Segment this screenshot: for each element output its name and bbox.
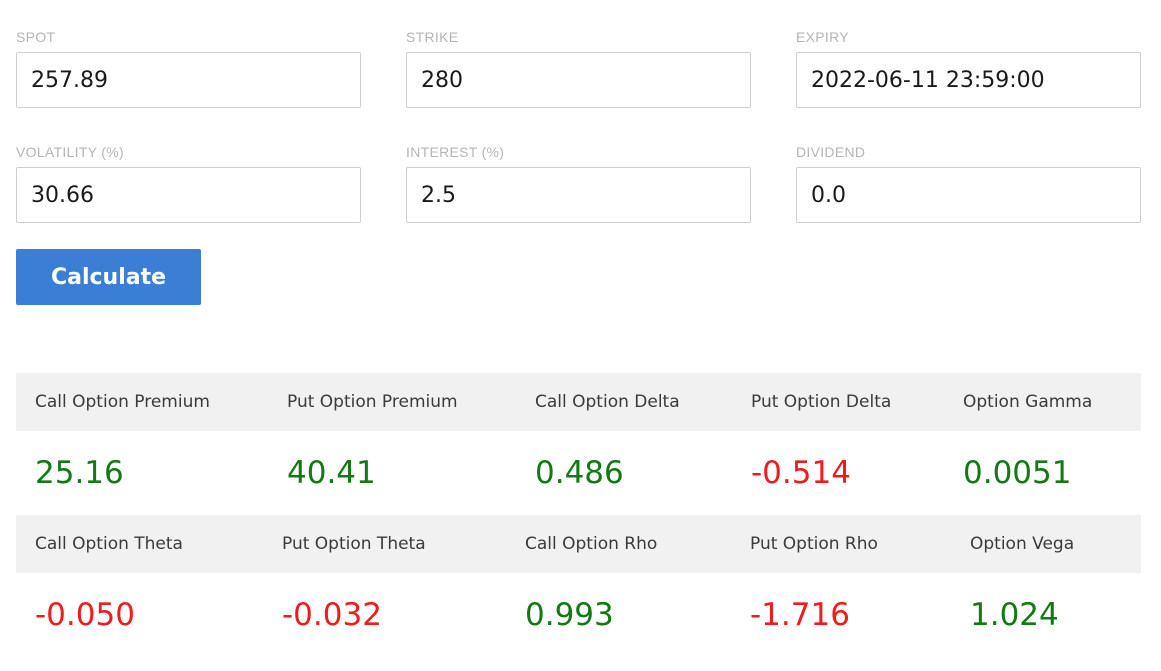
call-delta-label: Call Option Delta <box>535 392 680 412</box>
call-premium-value: 25.16 <box>35 455 124 491</box>
call-theta-label: Call Option Theta <box>35 534 183 554</box>
call-rho-label: Call Option Rho <box>525 534 658 554</box>
gamma-label: Option Gamma <box>963 392 1093 412</box>
expiry-input[interactable] <box>796 52 1141 108</box>
interest-input[interactable] <box>406 167 751 223</box>
expiry-label: EXPIRY <box>796 29 849 45</box>
call-theta-value: -0.050 <box>35 597 135 633</box>
vega-label: Option Vega <box>970 534 1075 554</box>
put-premium-label: Put Option Premium <box>287 392 458 412</box>
put-premium-value: 40.41 <box>287 455 376 491</box>
gamma-value: 0.0051 <box>963 455 1072 491</box>
calculate-button[interactable]: Calculate <box>16 249 201 305</box>
strike-input[interactable] <box>406 52 751 108</box>
results-header-row-2: Call Option Theta Put Option Theta Call … <box>16 515 1141 573</box>
dividend-input[interactable] <box>796 167 1141 223</box>
results-value-row-2: -0.050 -0.032 0.993 -1.716 1.024 <box>16 573 1141 657</box>
volatility-input[interactable] <box>16 167 361 223</box>
interest-label: INTEREST (%) <box>406 144 505 160</box>
call-delta-value: 0.486 <box>535 455 624 491</box>
strike-label: STRIKE <box>406 29 459 45</box>
put-delta-label: Put Option Delta <box>751 392 892 412</box>
put-theta-label: Put Option Theta <box>282 534 426 554</box>
spot-input[interactable] <box>16 52 361 108</box>
vega-value: 1.024 <box>970 597 1059 633</box>
call-rho-value: 0.993 <box>525 597 614 633</box>
spot-label: SPOT <box>16 29 56 45</box>
put-theta-value: -0.032 <box>282 597 382 633</box>
put-delta-value: -0.514 <box>751 455 851 491</box>
put-rho-value: -1.716 <box>750 597 850 633</box>
results-value-row-1: 25.16 40.41 0.486 -0.514 0.0051 <box>16 431 1141 515</box>
volatility-label: VOLATILITY (%) <box>16 144 124 160</box>
put-rho-label: Put Option Rho <box>750 534 878 554</box>
results-header-row-1: Call Option Premium Put Option Premium C… <box>16 373 1141 431</box>
call-premium-label: Call Option Premium <box>35 392 210 412</box>
dividend-label: DIVIDEND <box>796 144 866 160</box>
